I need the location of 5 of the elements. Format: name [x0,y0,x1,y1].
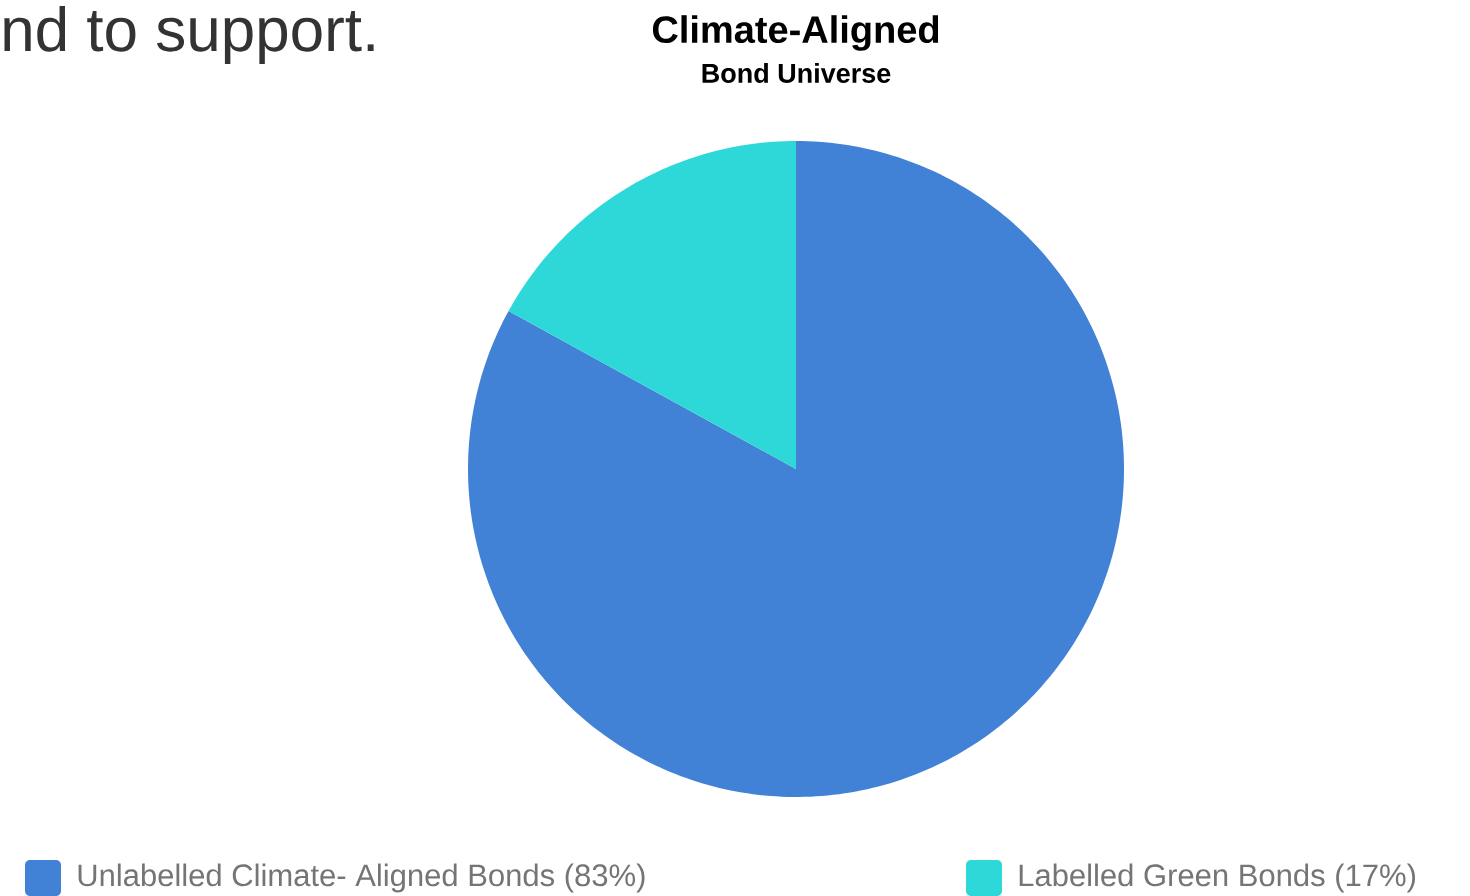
legend-label: Labelled Green Bonds (17%) [1019,863,1415,893]
text: nd to support. [4,6,374,64]
legend-label: Unlabelled Climate- Aligned Bonds (83%) [78,863,645,893]
chart-title: Climate-Aligned [652,15,939,51]
chart-subtitle: Bond Universe [702,63,891,83]
